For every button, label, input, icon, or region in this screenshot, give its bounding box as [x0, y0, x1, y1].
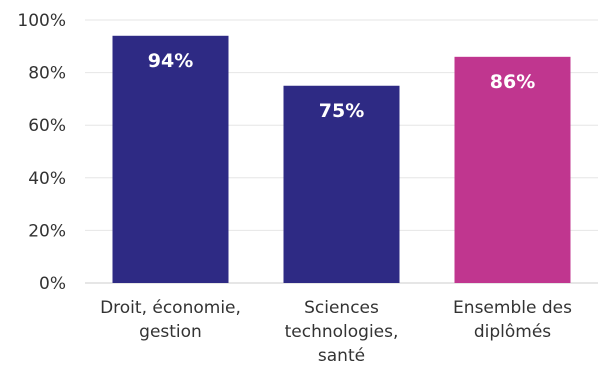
category-label: Ensemble des diplômés [453, 298, 572, 342]
category-label: Droit, économie, gestion [100, 298, 241, 342]
category-label-line: diplômés [474, 322, 551, 342]
category-label: Sciences technologies, santé [285, 298, 399, 366]
bar-3 [454, 56, 571, 283]
bar-value-label: 86% [490, 71, 535, 93]
y-tick-label: 60% [28, 116, 66, 136]
bars [112, 35, 571, 283]
y-tick-label: 0% [39, 274, 66, 294]
category-label-line: Droit, économie, [100, 298, 241, 318]
y-tick-label: 20% [28, 221, 66, 241]
category-label-line: santé [318, 346, 365, 366]
x-axis-categories: Droit, économie, gestion Sciences technolog… [100, 298, 572, 366]
y-tick-label: 80% [28, 64, 66, 84]
data-labels: 94% 75% 86% [148, 50, 535, 122]
category-label-line: gestion [139, 322, 202, 342]
bar-value-label: 94% [148, 50, 193, 72]
y-axis-ticks: 0% 20% 40% 60% 80% 100% [17, 11, 66, 294]
bar-1 [112, 35, 229, 283]
y-tick-label: 100% [17, 11, 66, 31]
category-label-line: technologies, [285, 322, 399, 342]
bar-value-label: 75% [319, 100, 364, 122]
category-label-line: Ensemble des [453, 298, 572, 318]
bar-2 [283, 85, 400, 283]
y-tick-label: 40% [28, 169, 66, 189]
category-label-line: Sciences [304, 298, 379, 318]
